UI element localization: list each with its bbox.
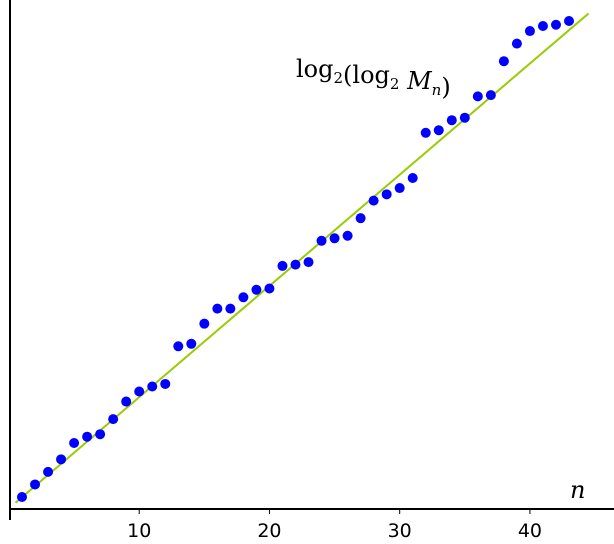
data-point [537,21,548,32]
data-point [564,16,574,26]
data-point [485,90,496,101]
x-tick-label: 20 [257,520,281,542]
data-point [56,454,67,465]
data-point [173,341,184,352]
annotation-part: M [406,67,433,95]
data-point [277,260,288,271]
data-point [524,26,535,37]
data-point [17,492,27,502]
data-point [160,378,171,389]
axes-layer [9,0,614,520]
annotation-part: 2 [390,75,400,93]
data-point [381,189,392,200]
data-point [82,431,93,442]
annotation-part: ) [441,73,450,101]
annotation-part: log [296,55,334,83]
data-point [498,56,509,67]
data-point [264,283,275,294]
annotation-part: 2 [334,69,344,87]
series-annotation: log2(log2 Mn) [296,55,451,101]
data-point [459,112,470,123]
x-tick-label: 10 [127,520,151,542]
data-point [368,195,379,206]
data-point [394,183,405,194]
data-point [30,479,41,490]
data-point [433,125,444,136]
annotation-part [399,67,407,95]
data-point [238,292,249,303]
x-tick-label: 40 [518,520,542,542]
data-point [199,318,210,329]
data-point [550,19,561,30]
data-point [186,338,197,349]
data-point [147,381,158,392]
data-point [108,414,119,425]
data-point [121,396,132,407]
data-point [69,437,80,448]
data-point [472,91,483,102]
data-point [95,429,106,440]
points-layer [17,16,574,502]
data-point [407,172,418,183]
data-point [511,38,522,49]
data-point [329,233,340,244]
data-point [355,213,366,224]
data-point [446,115,457,126]
data-point [251,284,262,295]
data-point [303,257,314,268]
data-point [316,235,327,246]
x-ticks-layer: 10 20 30 40 [127,509,542,542]
data-point [134,386,145,397]
x-tick-label: 30 [388,520,412,542]
annotation-part: (log [343,61,390,89]
annotation-part: n [432,81,442,99]
data-point [420,127,431,138]
x-axis-label: n [570,476,585,504]
data-point [212,303,223,314]
data-point [290,259,301,270]
data-point [43,466,54,477]
data-point [342,230,353,241]
data-point [225,303,236,314]
